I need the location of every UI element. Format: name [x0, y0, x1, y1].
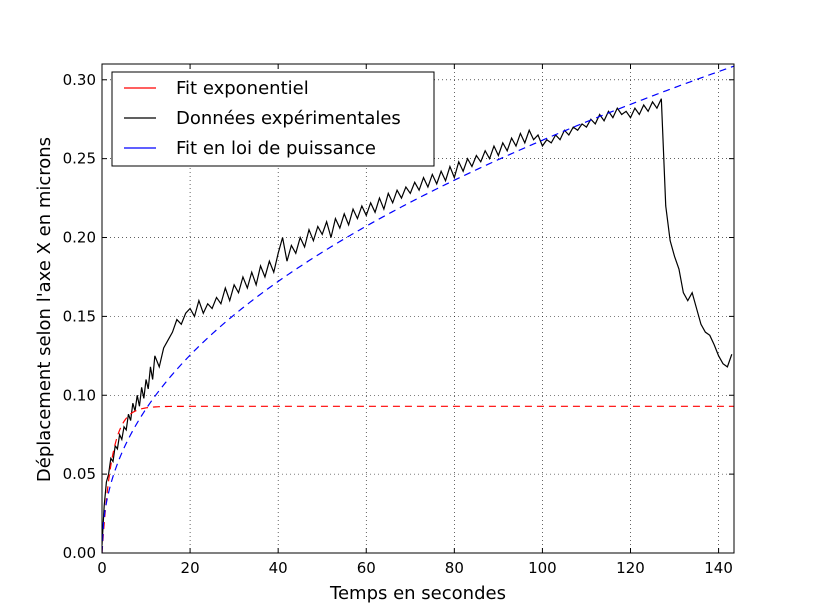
legend-box — [111, 71, 435, 167]
y-tick-label: 0.00 — [63, 544, 96, 562]
y-axis-label: Déplacement selon l'axe X en microns — [34, 137, 55, 482]
x-tick-label: 80 — [445, 559, 464, 577]
x-tick-label: 60 — [357, 559, 376, 577]
legend-label-power-law-fit: Fit en loi de puissance — [176, 138, 376, 159]
x-tick-label: 0 — [97, 559, 107, 577]
y-tick-label: 0.20 — [63, 229, 96, 247]
exponential-fit-line — [102, 405, 734, 553]
y-tick-label: 0.25 — [63, 150, 96, 168]
legend: Fit exponentiel Données expérimentales F… — [111, 71, 435, 167]
x-axis-label: Temps en secondes — [329, 583, 506, 604]
x-tick-label: 140 — [704, 559, 733, 577]
experimental-data-line — [102, 98, 733, 546]
x-tick-label: 20 — [181, 559, 200, 577]
x-tick-label: 100 — [528, 559, 557, 577]
plot-area — [102, 65, 734, 553]
y-tick-label: 0.05 — [63, 465, 96, 483]
y-tick-label: 0.15 — [63, 307, 96, 325]
legend-label-exponential-fit: Fit exponentiel — [176, 78, 309, 99]
legend-label-experimental-data: Données expérimentales — [176, 108, 401, 129]
axes-frame — [101, 63, 735, 554]
ticks: 0 20 40 60 80 100 120 140 0.00 0.05 0.10 0.15 0.20 0.… — [63, 64, 734, 577]
y-tick-label: 0.10 — [63, 386, 96, 404]
x-tick-label: 40 — [269, 559, 288, 577]
power-law-fit-line — [102, 65, 734, 553]
y-tick-label: 0.30 — [63, 71, 96, 89]
x-tick-label: 120 — [616, 559, 645, 577]
